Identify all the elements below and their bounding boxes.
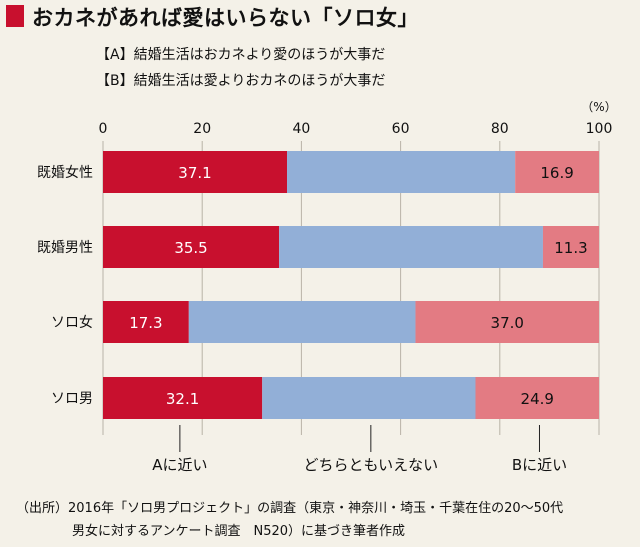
category-label: 既婚女性 bbox=[37, 164, 93, 181]
source-line-2: 男女に対するアンケート調査 N520）に基づき筆者作成 bbox=[72, 524, 406, 539]
x-tick-label: 20 bbox=[193, 121, 211, 137]
bar-segment bbox=[287, 151, 516, 193]
x-tick-label: 100 bbox=[586, 121, 613, 137]
data-label: 37.1 bbox=[178, 164, 211, 182]
legend-item-a: 【A】結婚生活はおカネより愛のほうが大事だ bbox=[96, 47, 386, 63]
bar-segment bbox=[103, 301, 189, 343]
bar-segment bbox=[542, 226, 599, 268]
category-label: ソロ男 bbox=[51, 391, 93, 407]
data-label: 11.3 bbox=[554, 239, 587, 257]
x-tick-label: 40 bbox=[292, 121, 310, 137]
chart-title: おカネがあれば愛はいらない「ソロ女」 bbox=[32, 6, 419, 30]
bar-segment bbox=[515, 151, 599, 193]
title-bar: おカネがあれば愛はいらない「ソロ女」 bbox=[0, 0, 640, 34]
unit-label: （%） bbox=[581, 100, 616, 114]
bottom-group-label: どちらともいえない bbox=[303, 456, 438, 474]
stacked-bar-chart: 0 20 40 60 80 100 （%） 既婚女性 37.1 16.9 既婚男性 35.5 11.3 ソ… bbox=[37, 100, 617, 474]
title-marker bbox=[6, 5, 24, 27]
bar-segment bbox=[188, 301, 416, 343]
x-tick-label: 0 bbox=[99, 121, 108, 137]
x-tick-label: 80 bbox=[491, 121, 509, 137]
data-label: 16.9 bbox=[540, 164, 573, 182]
bar-segment bbox=[415, 301, 599, 343]
source-line-1: （出所）2016年「ソロ男プロジェクト」の調査（東京・神奈川・埼玉・千葉在住の2… bbox=[16, 501, 564, 516]
x-tick-label: 60 bbox=[392, 121, 410, 137]
bottom-group-label: Bに近い bbox=[512, 456, 567, 474]
bar-segment bbox=[103, 151, 288, 193]
bar-segment bbox=[262, 377, 476, 419]
bar-segment bbox=[475, 377, 599, 419]
data-label: 35.5 bbox=[174, 239, 207, 257]
data-label: 32.1 bbox=[166, 390, 199, 408]
legend-item-b: 【B】結婚生活は愛よりおカネのほうが大事だ bbox=[96, 73, 386, 89]
category-label: 既婚男性 bbox=[37, 240, 93, 256]
data-label: 37.0 bbox=[491, 314, 524, 332]
data-label: 17.3 bbox=[129, 314, 162, 332]
bar-segment bbox=[103, 226, 280, 268]
data-label: 24.9 bbox=[521, 390, 554, 408]
category-label: ソロ女 bbox=[51, 314, 93, 331]
bar-segment bbox=[279, 226, 543, 268]
bar-segment bbox=[103, 377, 263, 419]
bottom-group-label: Aに近い bbox=[152, 456, 207, 474]
